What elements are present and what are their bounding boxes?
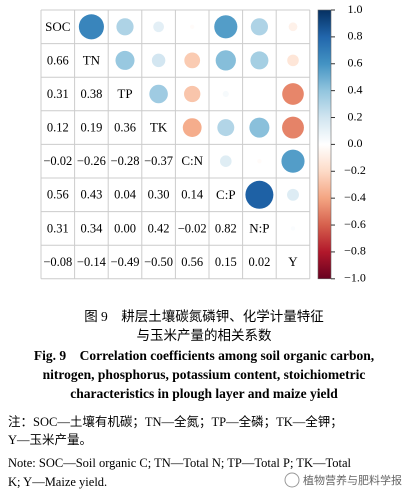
corr-circle	[78, 14, 104, 40]
value-label: 0.12	[47, 120, 69, 134]
value-label: 0.66	[47, 53, 69, 67]
corr-circle	[250, 51, 269, 70]
colorbar	[317, 9, 332, 280]
corr-circle	[190, 24, 195, 29]
value-label: 0.14	[181, 188, 204, 202]
value-label: −0.28	[111, 154, 140, 168]
value-label: −0.14	[77, 255, 107, 269]
value-label: −0.08	[43, 255, 72, 269]
colorbar-tick-label: −0.6	[344, 217, 366, 231]
corr-circle	[184, 52, 201, 69]
colorbar-tick-label: −0.2	[344, 163, 366, 177]
corr-circle	[182, 118, 202, 138]
value-label: −0.49	[111, 255, 140, 269]
note: Y—玉米产量。	[8, 433, 92, 447]
value-label: 0.31	[47, 221, 69, 235]
caption-cn: 图 9 耕层土壤碳氮磷钾、化学计量特征	[84, 308, 324, 324]
value-label: −0.02	[178, 221, 207, 235]
corr-circle	[153, 21, 164, 33]
colorbar-tick-label: −0.8	[344, 244, 366, 258]
corr-circle	[214, 15, 238, 39]
note: 注：SOC—土壤有机碳；TN—全氮；TP—全磷；TK—全钾；	[8, 414, 343, 429]
corr-circle	[250, 18, 269, 36]
caption-en: nitrogen, phosphorus, potassium content,…	[43, 367, 366, 382]
variable-label: TP	[117, 86, 132, 101]
variable-label: C:N	[181, 153, 203, 168]
corr-circle	[215, 50, 236, 71]
value-label: 0.30	[148, 188, 170, 202]
value-label: 0.02	[248, 255, 270, 269]
colorbar-tick-label: −1.0	[344, 271, 366, 285]
value-label: 0.34	[80, 221, 103, 235]
corr-circle	[249, 117, 270, 138]
value-label: 0.36	[114, 120, 136, 134]
value-label: 0.42	[148, 221, 170, 235]
value-label: 0.38	[80, 87, 102, 101]
corr-circle	[115, 50, 135, 70]
corr-circle	[149, 84, 168, 104]
corr-circle	[217, 119, 235, 137]
value-label: 0.04	[114, 188, 137, 202]
value-label: 0.19	[80, 120, 102, 134]
corr-circle	[282, 116, 304, 139]
value-label: −0.02	[43, 154, 72, 168]
colorbar-tick-label: 0.2	[348, 109, 363, 123]
watermark: 植物营养与肥料学报	[303, 473, 402, 487]
variable-label: Y	[288, 254, 298, 269]
value-label: 0.00	[114, 221, 136, 235]
value-label: 0.15	[215, 255, 237, 269]
corr-circle	[290, 226, 296, 231]
corr-circle	[257, 159, 262, 164]
note: K; Y—Maize yield.	[8, 475, 107, 489]
corr-circle	[116, 18, 134, 36]
colorbar-tick-label: −0.4	[344, 190, 366, 204]
caption-en: Fig. 9 Correlation coefficients among so…	[34, 348, 374, 363]
value-label: −0.37	[144, 154, 173, 168]
value-label: 0.82	[215, 221, 237, 235]
corr-circle	[151, 53, 166, 68]
variable-label: C:P	[216, 187, 236, 202]
corr-circle	[287, 54, 299, 67]
colorbar-tick-label: 0.6	[348, 56, 363, 70]
value-label: −0.26	[77, 154, 106, 168]
caption-cn: 与玉米产量的相关系数	[137, 328, 272, 343]
value-label: 0.56	[47, 188, 69, 202]
colorbar-tick-label: 0.0	[348, 136, 363, 150]
variable-label: N:P	[249, 220, 269, 235]
variable-label: TN	[83, 52, 101, 67]
variable-label: SOC	[45, 19, 70, 34]
value-label: 0.31	[47, 87, 69, 101]
value-label: 0.43	[80, 188, 102, 202]
colorbar-tick-label: 0.8	[348, 29, 363, 43]
watermark-icon	[284, 472, 300, 488]
colorbar-tick-label: 0.4	[348, 82, 363, 96]
corr-circle	[222, 90, 229, 98]
corr-circle	[220, 155, 232, 167]
corr-circle	[281, 149, 305, 173]
corrplot: SOC TN TP TK C:N C:P N:P Y 0.66 0.31 0.38 0.12 0.19 0…	[40, 2, 366, 285]
corr-circle	[282, 83, 304, 105]
colorbar-tick-label: 1.0	[348, 2, 363, 16]
corr-circle	[287, 188, 299, 201]
value-label: −0.50	[144, 255, 173, 269]
corr-circle	[288, 22, 298, 32]
variable-label: TK	[150, 120, 168, 135]
note: Note: SOC—Soil organic C; TN—Total N; TP…	[8, 456, 352, 470]
corr-circle	[184, 85, 201, 103]
value-label: 0.56	[181, 255, 203, 269]
corr-circle	[245, 180, 274, 209]
caption-en: characteristics in plough layer and maiz…	[70, 386, 338, 401]
